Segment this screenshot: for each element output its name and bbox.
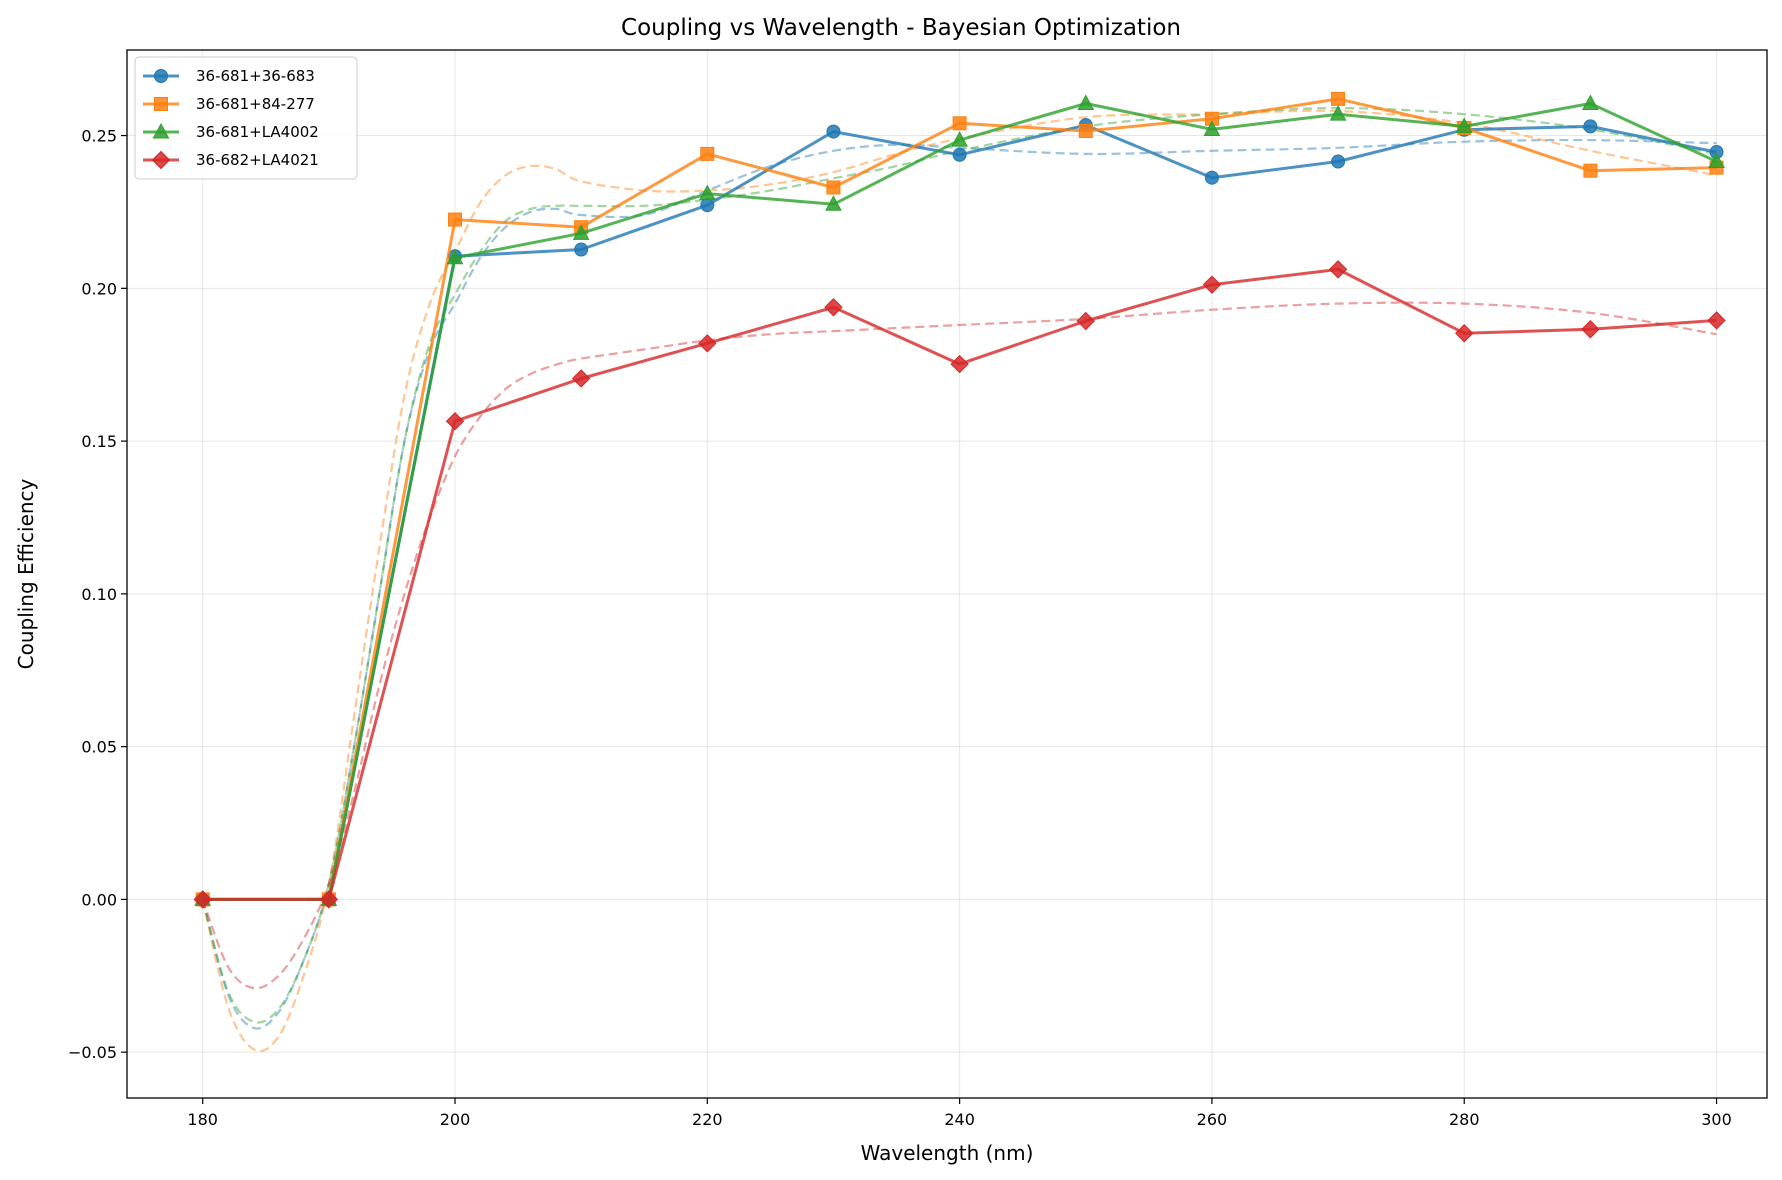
- legend-item-3: 36-682+LA4021: [143, 150, 319, 170]
- y-tick-label: 0.20: [81, 279, 117, 298]
- data-point: [1328, 260, 1348, 279]
- data-point: [1329, 105, 1347, 121]
- legend-label: 36-681+84-277: [196, 95, 315, 113]
- data-point: [700, 146, 715, 161]
- x-tick-label: 260: [1197, 1110, 1228, 1129]
- data-point: [826, 124, 841, 139]
- legend: 36-681+36-683 36-681+84-277 36-681+LA4002 3…: [134, 56, 358, 180]
- data-point: [952, 116, 967, 131]
- legend-item-1: 36-681+84-277: [143, 95, 315, 113]
- data-point: [1455, 324, 1474, 343]
- data-point: [1455, 117, 1473, 133]
- data-point: [1076, 311, 1095, 331]
- legend-marker: [151, 150, 171, 170]
- y-tick-label: 0.00: [81, 890, 117, 909]
- y-tick-label: 0.15: [81, 432, 117, 451]
- legend-marker: [154, 97, 168, 111]
- y-axis-label: Coupling Efficiency: [14, 478, 38, 669]
- data-point: [1202, 275, 1222, 294]
- legend-item-2: 36-681+LA4002: [143, 122, 319, 141]
- y-tick-label: 0.10: [81, 585, 117, 604]
- data-point: [1077, 94, 1095, 110]
- data-point: [446, 248, 464, 265]
- fit-curve-3: [201, 301, 1717, 990]
- data-point: [1204, 170, 1219, 185]
- x-tick-label: 220: [692, 1110, 723, 1129]
- data-point: [824, 298, 843, 317]
- data-point: [1581, 320, 1600, 339]
- x-axis-label: Wavelength (nm): [861, 1141, 1034, 1165]
- data-point: [1331, 154, 1346, 169]
- legend-label: 36-681+LA4002: [196, 123, 319, 141]
- series-3: [193, 260, 1726, 909]
- x-tick-label: 280: [1449, 1110, 1480, 1129]
- x-axis-ticks: 180 200 220 240 260 280 300: [187, 1098, 1732, 1129]
- data-point: [445, 412, 465, 431]
- data-point: [193, 890, 212, 909]
- data-point: [574, 242, 589, 257]
- data-point: [1078, 123, 1093, 138]
- data-point: [1708, 152, 1725, 169]
- data-point: [572, 224, 590, 240]
- fit-curve-0: [201, 138, 1717, 1030]
- data-point: [1203, 120, 1221, 136]
- data-point: [698, 334, 717, 353]
- data-point: [698, 184, 716, 201]
- data-point: [448, 212, 462, 227]
- chart-title: Coupling vs Wavelength - Bayesian Optimi…: [621, 15, 1181, 41]
- y-tick-label: −0.05: [68, 1043, 117, 1062]
- legend-marker: [154, 69, 168, 83]
- data-point: [952, 147, 967, 162]
- x-tick-label: 300: [1701, 1110, 1732, 1129]
- x-tick-label: 240: [944, 1110, 975, 1129]
- data-point: [700, 198, 715, 213]
- x-tick-label: 200: [440, 1110, 471, 1129]
- plot-frame: [126, 49, 1768, 1099]
- data-point: [825, 195, 842, 211]
- data-point: [571, 369, 591, 388]
- data-point: [1582, 94, 1599, 110]
- y-axis-ticks: −0.05 0.00 0.05 0.10 0.15 0.20 0.25: [68, 127, 127, 1062]
- grid: [127, 50, 1767, 1098]
- data-point: [1707, 311, 1726, 330]
- legend-box: [134, 56, 358, 180]
- legend-label: 36-682+LA4021: [196, 151, 319, 169]
- y-tick-label: 0.25: [81, 127, 117, 146]
- legend-marker: [152, 122, 170, 139]
- legend-item-0: 36-681+36-683: [143, 67, 315, 85]
- data-point: [826, 180, 841, 195]
- data-point: [1331, 91, 1346, 106]
- data-point: [1583, 163, 1598, 178]
- y-tick-label: 0.05: [81, 738, 117, 757]
- data-point: [950, 354, 969, 374]
- fit-curve-2: [201, 106, 1717, 1024]
- data-point: [319, 890, 339, 909]
- legend-label: 36-681+36-683: [196, 67, 315, 85]
- x-tick-label: 180: [187, 1110, 218, 1129]
- data-series: [193, 91, 1726, 909]
- data-point: [1583, 119, 1598, 134]
- data-point: [951, 131, 968, 147]
